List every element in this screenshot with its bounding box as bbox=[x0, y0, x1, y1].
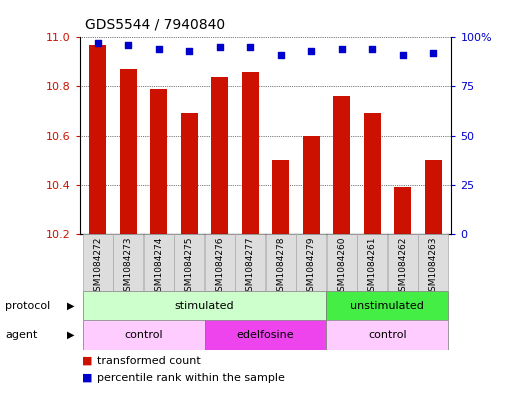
Bar bbox=[205, 234, 234, 291]
Text: GDS5544 / 7940840: GDS5544 / 7940840 bbox=[85, 17, 225, 31]
Text: GSM1084274: GSM1084274 bbox=[154, 237, 163, 297]
Text: ▶: ▶ bbox=[67, 330, 74, 340]
Bar bbox=[181, 114, 198, 234]
Point bbox=[94, 40, 102, 46]
Point bbox=[155, 46, 163, 52]
Bar bbox=[113, 234, 143, 291]
Text: control: control bbox=[124, 330, 163, 340]
Bar bbox=[144, 234, 174, 291]
Text: agent: agent bbox=[5, 330, 37, 340]
Bar bbox=[303, 136, 320, 234]
Bar bbox=[333, 96, 350, 234]
Text: GSM1084260: GSM1084260 bbox=[337, 237, 346, 297]
Bar bbox=[394, 187, 411, 234]
Text: protocol: protocol bbox=[5, 301, 50, 310]
Text: GSM1084262: GSM1084262 bbox=[398, 237, 407, 297]
Text: edelfosine: edelfosine bbox=[236, 330, 294, 340]
Bar bbox=[89, 45, 106, 234]
Bar bbox=[326, 320, 448, 350]
Bar bbox=[272, 160, 289, 234]
Text: transformed count: transformed count bbox=[97, 356, 201, 366]
Text: GSM1084273: GSM1084273 bbox=[124, 237, 133, 297]
Text: GSM1084275: GSM1084275 bbox=[185, 237, 194, 297]
Text: ■: ■ bbox=[82, 373, 92, 383]
Bar bbox=[326, 291, 448, 320]
Point bbox=[399, 52, 407, 58]
Bar bbox=[297, 234, 326, 291]
Bar bbox=[211, 77, 228, 234]
Bar bbox=[388, 234, 418, 291]
Bar bbox=[357, 234, 387, 291]
Text: percentile rank within the sample: percentile rank within the sample bbox=[97, 373, 285, 383]
Text: GSM1084277: GSM1084277 bbox=[246, 237, 255, 297]
Text: unstimulated: unstimulated bbox=[350, 301, 424, 310]
Text: GSM1084278: GSM1084278 bbox=[276, 237, 285, 297]
Bar bbox=[266, 234, 295, 291]
Text: stimulated: stimulated bbox=[175, 301, 234, 310]
Bar bbox=[205, 320, 326, 350]
Bar bbox=[83, 291, 326, 320]
Text: ■: ■ bbox=[82, 356, 92, 366]
Bar bbox=[242, 72, 259, 234]
Text: GSM1084261: GSM1084261 bbox=[368, 237, 377, 297]
Bar bbox=[83, 320, 205, 350]
Bar bbox=[235, 234, 265, 291]
Bar bbox=[425, 160, 442, 234]
Text: GSM1084279: GSM1084279 bbox=[307, 237, 315, 297]
Bar bbox=[327, 234, 357, 291]
Point bbox=[429, 50, 437, 56]
Text: GSM1084276: GSM1084276 bbox=[215, 237, 224, 297]
Text: GSM1084263: GSM1084263 bbox=[429, 237, 438, 297]
Bar bbox=[174, 234, 204, 291]
Text: control: control bbox=[368, 330, 407, 340]
Bar bbox=[83, 234, 113, 291]
Bar bbox=[150, 89, 167, 234]
Point bbox=[185, 48, 193, 54]
Bar bbox=[364, 114, 381, 234]
Text: GSM1084272: GSM1084272 bbox=[93, 237, 102, 297]
Point bbox=[277, 52, 285, 58]
Point bbox=[215, 44, 224, 50]
Point bbox=[338, 46, 346, 52]
Bar bbox=[418, 234, 448, 291]
Point bbox=[124, 42, 132, 48]
Text: ▶: ▶ bbox=[67, 301, 74, 310]
Point bbox=[368, 46, 376, 52]
Point bbox=[307, 48, 315, 54]
Bar bbox=[120, 69, 136, 234]
Point bbox=[246, 44, 254, 50]
